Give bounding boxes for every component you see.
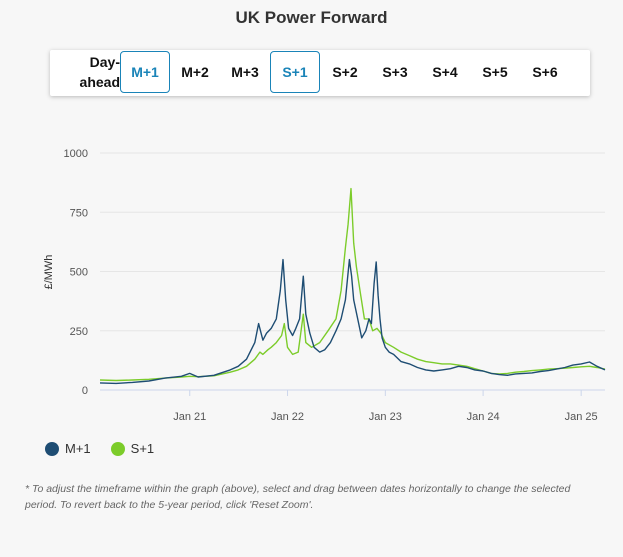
chart-legend: M+1 S+1 (45, 441, 174, 456)
tab-day-ahead-line2: ahead (79, 74, 120, 90)
tab-s4[interactable]: S+4 (432, 64, 458, 80)
chart-grid (100, 152, 605, 391)
y-axis-ticks: 0 250 500 750 1000 (64, 148, 88, 397)
series-line-m1[interactable] (99, 258, 606, 385)
tab-day-ahead-line1: Day- (89, 54, 120, 70)
tab-m3[interactable]: M+3 (231, 64, 259, 80)
tab-s5[interactable]: S+5 (482, 64, 508, 80)
tab-s2[interactable]: S+2 (332, 64, 358, 80)
tab-s3[interactable]: S+3 (382, 64, 408, 80)
tab-m1[interactable]: M+1 (120, 51, 170, 93)
legend-marker-s1 (110, 441, 125, 456)
tab-s1[interactable]: S+1 (270, 51, 320, 93)
page-title: UK Power Forward (235, 8, 388, 27)
x-tick-label: Jan 25 (565, 411, 598, 423)
chart-series (99, 187, 606, 385)
x-tick-label: Jan 23 (369, 411, 402, 423)
legend-label-m1: M+1 (65, 441, 91, 456)
y-tick-label: 250 (70, 326, 88, 338)
x-tick-label: Jan 24 (467, 411, 500, 423)
tab-m2[interactable]: M+2 (181, 64, 209, 80)
x-tick-label: Jan 21 (173, 411, 206, 423)
y-tick-label: 1000 (64, 148, 88, 160)
x-axis-ticks: Jan 21 Jan 22 Jan 23 Jan 24 Jan 25 (173, 390, 598, 423)
legend-label-s1: S+1 (130, 441, 155, 456)
tab-s6[interactable]: S+6 (532, 64, 558, 80)
series-line-s1[interactable] (99, 187, 606, 382)
y-tick-label: 500 (70, 267, 88, 279)
product-tab-bar: Day- ahead M+1 M+2 M+3 S+1 S+2 S+3 S+4 S… (50, 50, 590, 96)
x-tick-label: Jan 22 (271, 411, 304, 423)
legend-item-m1[interactable]: M+1 (45, 441, 91, 456)
zoom-instructions-note: * To adjust the timeframe within the gra… (25, 483, 571, 511)
y-tick-label: 0 (82, 385, 88, 397)
tab-day-ahead[interactable]: Day- ahead (70, 51, 122, 93)
legend-marker-m1 (45, 441, 59, 456)
y-axis-label: £/MWh (43, 255, 55, 290)
y-tick-label: 750 (70, 207, 88, 219)
legend-item-s1[interactable]: S+1 (110, 441, 155, 456)
